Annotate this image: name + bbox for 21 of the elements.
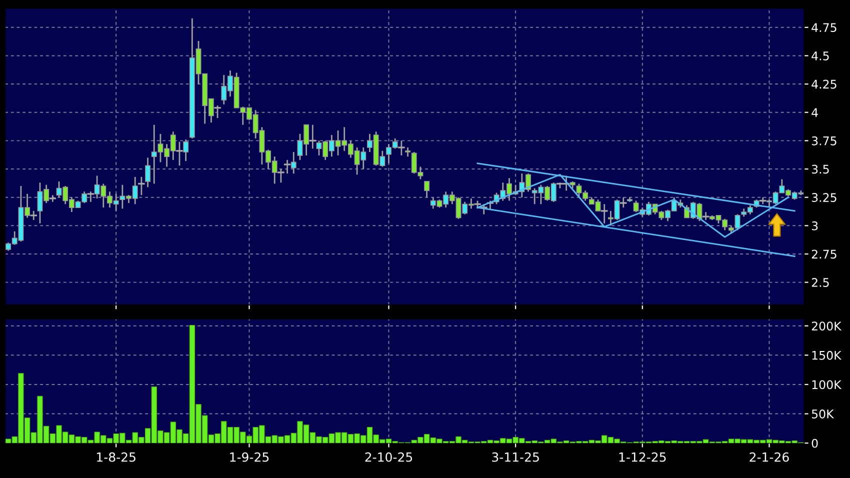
y-tick-label: 50K	[812, 410, 834, 418]
y-tick-label: 200K	[812, 322, 842, 331]
x-tick-label: 2-10-25	[365, 452, 412, 462]
x-tick-label: 1-12-25	[619, 452, 666, 462]
y-tick-label: 4	[812, 108, 818, 117]
y-tick-label: 100K	[812, 380, 842, 390]
y-tick-label: 150K	[812, 350, 842, 360]
y-tick-label: 3	[812, 221, 818, 230]
y-tick-label: 4.25	[812, 80, 836, 89]
y-tick-label: 4.5	[812, 52, 829, 60]
x-tick-label: 3-11-25	[492, 452, 539, 462]
y-tick-label: 3.25	[812, 193, 836, 202]
y-tick-label: 3.75	[812, 136, 836, 146]
y-tick-label: 4.75	[812, 23, 836, 32]
y-tick-label: 0	[812, 438, 818, 448]
x-tick-label: 2-1-26	[750, 452, 789, 462]
x-tick-label: 1-8-25	[97, 452, 136, 462]
y-tick-label: 3.5	[812, 164, 829, 174]
y-tick-label: 2.5	[812, 278, 829, 287]
y-tick-label: 2.75	[812, 250, 836, 259]
x-tick-label: 1-9-25	[230, 452, 269, 462]
